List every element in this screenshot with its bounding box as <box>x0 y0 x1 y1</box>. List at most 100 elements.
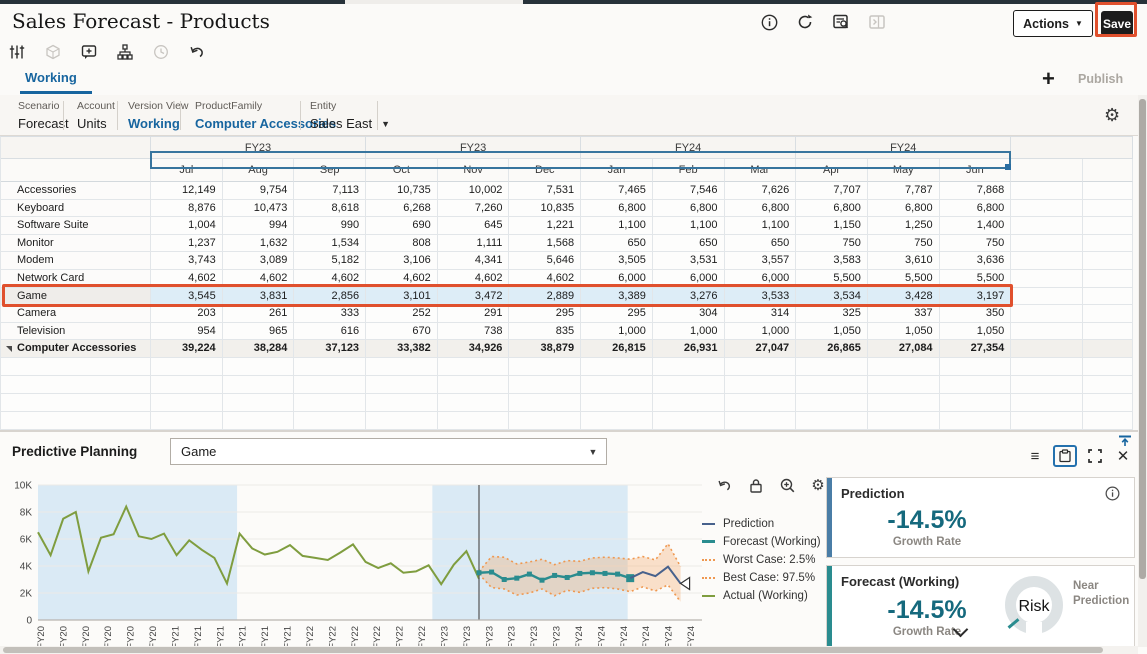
grid-cell[interactable]: 965 <box>222 322 295 341</box>
grid-cell[interactable]: 26,865 <box>796 340 868 358</box>
grid-cell[interactable]: 650 <box>724 234 797 253</box>
info-icon[interactable] <box>759 12 779 32</box>
grid-cell[interactable]: 3,531 <box>652 252 725 270</box>
grid-cell[interactable]: 3,534 <box>796 287 868 306</box>
grid-cell[interactable]: 1,568 <box>509 234 582 253</box>
grid-cell[interactable]: 26,815 <box>581 340 653 358</box>
grid-cell[interactable]: 3,636 <box>939 252 1012 270</box>
month-header-may[interactable]: May <box>867 159 940 182</box>
undo-icon[interactable] <box>188 43 206 61</box>
grid-cell[interactable]: 6,800 <box>652 199 725 218</box>
grid-cell[interactable]: 650 <box>652 234 725 253</box>
panel-divider[interactable] <box>0 430 1147 432</box>
grid-cell[interactable]: 6,800 <box>867 199 940 218</box>
grid-cell[interactable]: 6,800 <box>724 199 797 218</box>
grid-cell[interactable]: 3,557 <box>724 252 797 270</box>
grid-cell[interactable]: 5,500 <box>939 269 1012 288</box>
grid-cell[interactable]: 835 <box>509 322 582 341</box>
grid-cell[interactable]: 1,050 <box>867 322 940 341</box>
grid-cell[interactable]: 7,868 <box>939 182 1012 200</box>
comment-add-icon[interactable] <box>80 43 98 61</box>
grid-cell[interactable]: 350 <box>939 305 1012 323</box>
grid-cell[interactable]: 4,602 <box>151 269 223 288</box>
grid-cell[interactable]: 7,626 <box>724 182 797 200</box>
grid-cell[interactable]: 3,276 <box>652 287 725 306</box>
grid-cell[interactable]: 27,354 <box>939 340 1012 358</box>
grid-cell[interactable]: 1,000 <box>652 322 725 341</box>
grid-cell[interactable]: 670 <box>366 322 438 341</box>
row-header-game[interactable]: Game <box>1 287 151 306</box>
grid-cell[interactable]: 750 <box>939 234 1012 253</box>
month-header-mar[interactable]: Mar <box>724 159 797 182</box>
grid-cell[interactable]: 1,111 <box>437 234 510 253</box>
row-header-software-suite[interactable]: Software Suite <box>1 217 151 235</box>
row-header-monitor[interactable]: Monitor <box>1 234 151 253</box>
lock-icon[interactable] <box>747 476 765 494</box>
chart-settings-gear-icon[interactable]: ⚙ <box>811 477 825 494</box>
prediction-chart[interactable]: 0 2K 4K 6K 8K 10K FY20 FY20 FY20 FY20 FY20 FY20 FY21… <box>0 470 712 654</box>
dock-panel-icon[interactable] <box>1118 434 1132 452</box>
panel-menu-icon[interactable]: ≡ <box>1030 447 1040 465</box>
grid-cell[interactable]: 994 <box>222 217 295 235</box>
grid-cell[interactable]: 4,341 <box>437 252 510 270</box>
grid-cell[interactable]: 2,889 <box>509 287 582 306</box>
forecast-drag-handle[interactable] <box>679 576 691 591</box>
grid-cell[interactable]: 5,646 <box>509 252 582 270</box>
grid-cell[interactable]: 12,149 <box>151 182 223 200</box>
grid-cell[interactable]: 1,100 <box>652 217 725 235</box>
grid-cell[interactable]: 990 <box>294 217 367 235</box>
grid-cell[interactable]: 808 <box>366 234 438 253</box>
grid-cell[interactable]: 37,123 <box>294 340 367 358</box>
month-header-dec[interactable]: Dec <box>509 159 582 182</box>
pov-member-value[interactable]: Working <box>128 116 180 131</box>
refresh-icon[interactable] <box>795 12 815 32</box>
member-selector-caret-icon[interactable]: ▼ <box>588 446 598 457</box>
grid-cell[interactable]: 7,113 <box>294 182 367 200</box>
year-group-header[interactable]: FY24 <box>796 137 1012 159</box>
grid-cell[interactable]: 304 <box>652 305 725 323</box>
grid-cell[interactable]: 295 <box>509 305 582 323</box>
grid-cell[interactable]: 645 <box>437 217 510 235</box>
pov-member-value[interactable]: Sales East ▼ <box>310 116 391 131</box>
grid-cell[interactable]: 325 <box>796 305 868 323</box>
pov-settings-gear-icon[interactable]: ⚙ <box>1104 105 1121 125</box>
grid-cell[interactable]: 34,926 <box>437 340 510 358</box>
actions-button[interactable]: Actions ▼ <box>1013 10 1093 37</box>
grid-cell[interactable]: 6,800 <box>939 199 1012 218</box>
tab-working[interactable]: Working <box>25 70 77 85</box>
row-header-accessories[interactable]: Accessories <box>1 182 151 200</box>
grid-cell[interactable]: 4,602 <box>366 269 438 288</box>
business-rules-icon[interactable] <box>116 43 134 61</box>
grid-cell[interactable]: 203 <box>151 305 223 323</box>
grid-cell[interactable]: 3,101 <box>366 287 438 306</box>
grid-cell[interactable]: 1,004 <box>151 217 223 235</box>
grid-cell[interactable]: 616 <box>294 322 367 341</box>
member-selector-combobox[interactable]: Game ▼ <box>170 438 607 465</box>
grid-cell[interactable]: 4,602 <box>222 269 295 288</box>
grid-cell[interactable]: 261 <box>222 305 295 323</box>
month-header-jul[interactable]: Jul <box>151 159 223 182</box>
grid-cell[interactable]: 295 <box>581 305 653 323</box>
pov-member-value[interactable]: Units <box>77 116 107 131</box>
grid-cell[interactable]: 6,000 <box>652 269 725 288</box>
grid-cell[interactable]: 954 <box>151 322 223 341</box>
grid-cell[interactable]: 3,472 <box>437 287 510 306</box>
grid-cell[interactable]: 738 <box>437 322 510 341</box>
row-header-camera[interactable]: Camera <box>1 305 151 323</box>
grid-cell[interactable]: 27,047 <box>724 340 797 358</box>
grid-cell[interactable]: 337 <box>867 305 940 323</box>
grid-cell[interactable]: 1,050 <box>796 322 868 341</box>
year-group-header[interactable]: FY23 <box>151 137 367 159</box>
grid-cell[interactable]: 4,602 <box>437 269 510 288</box>
grid-cell[interactable]: 333 <box>294 305 367 323</box>
grid-cell[interactable]: 3,106 <box>366 252 438 270</box>
job-console-icon[interactable] <box>831 12 851 32</box>
grid-cell[interactable]: 5,500 <box>867 269 940 288</box>
month-header-jun[interactable]: Jun <box>939 159 1012 182</box>
grid-cell[interactable]: 1,534 <box>294 234 367 253</box>
pov-member-value[interactable]: Forecast <box>18 116 69 131</box>
grid-cell[interactable]: 291 <box>437 305 510 323</box>
grid-cell[interactable]: 750 <box>867 234 940 253</box>
grid-cell[interactable]: 8,876 <box>151 199 223 218</box>
grid-cell[interactable]: 38,284 <box>222 340 295 358</box>
